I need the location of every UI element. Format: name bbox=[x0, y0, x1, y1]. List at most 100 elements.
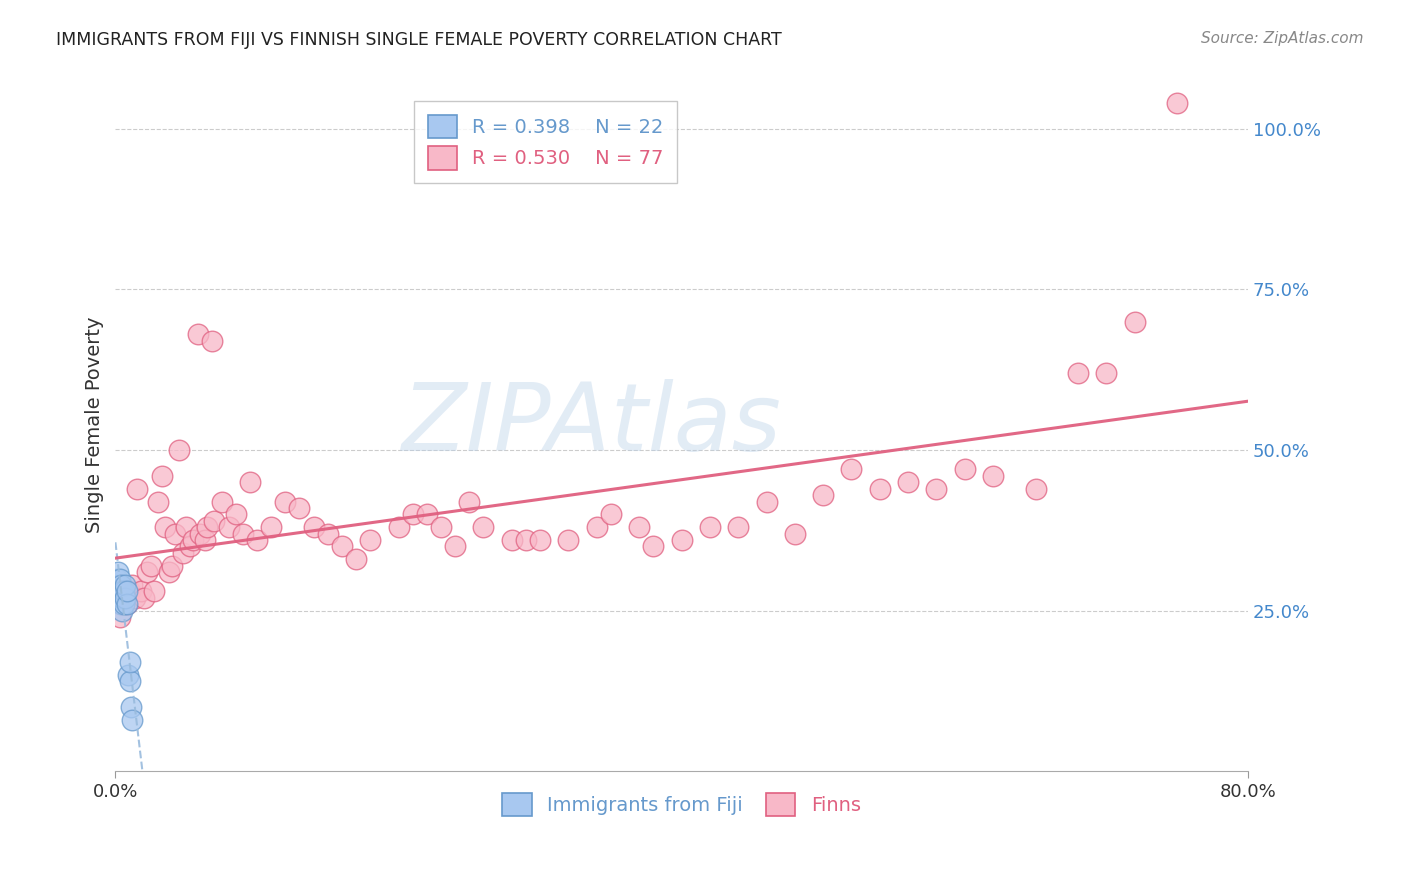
Point bbox=[114, 591, 136, 605]
Point bbox=[118, 674, 141, 689]
Point bbox=[359, 533, 381, 547]
Point bbox=[111, 604, 134, 618]
Text: ZIPAtlas: ZIPAtlas bbox=[401, 379, 780, 470]
Point bbox=[115, 597, 138, 611]
Point bbox=[115, 597, 138, 611]
Point bbox=[142, 584, 165, 599]
Point bbox=[186, 327, 208, 342]
Point bbox=[1095, 366, 1118, 380]
Point bbox=[316, 526, 339, 541]
Point bbox=[197, 520, 219, 534]
Point bbox=[111, 584, 134, 599]
Point bbox=[117, 668, 139, 682]
Point bbox=[181, 533, 204, 547]
Point bbox=[246, 533, 269, 547]
Point bbox=[1166, 96, 1188, 111]
Point bbox=[112, 584, 135, 599]
Point bbox=[201, 334, 224, 348]
Point bbox=[599, 508, 621, 522]
Point bbox=[118, 655, 141, 669]
Point bbox=[783, 526, 806, 541]
Point bbox=[204, 514, 226, 528]
Point bbox=[211, 494, 233, 508]
Point bbox=[953, 462, 976, 476]
Point bbox=[727, 520, 749, 534]
Point bbox=[515, 533, 537, 547]
Point bbox=[110, 578, 132, 592]
Point bbox=[153, 520, 176, 534]
Point bbox=[111, 597, 134, 611]
Point bbox=[416, 508, 439, 522]
Point bbox=[121, 578, 143, 592]
Point bbox=[218, 520, 240, 534]
Point bbox=[387, 520, 409, 534]
Point bbox=[110, 591, 132, 605]
Point bbox=[108, 584, 131, 599]
Point bbox=[755, 494, 778, 508]
Point bbox=[105, 572, 128, 586]
Point bbox=[430, 520, 453, 534]
Point bbox=[125, 482, 148, 496]
Point bbox=[129, 584, 152, 599]
Point bbox=[108, 610, 131, 624]
Point bbox=[239, 475, 262, 490]
Point bbox=[643, 540, 665, 554]
Point bbox=[188, 526, 211, 541]
Point bbox=[110, 597, 132, 611]
Text: IMMIGRANTS FROM FIJI VS FINNISH SINGLE FEMALE POVERTY CORRELATION CHART: IMMIGRANTS FROM FIJI VS FINNISH SINGLE F… bbox=[56, 31, 782, 49]
Point bbox=[124, 591, 146, 605]
Point bbox=[121, 713, 143, 727]
Legend: Immigrants from Fiji, Finns: Immigrants from Fiji, Finns bbox=[495, 785, 869, 824]
Point bbox=[274, 494, 297, 508]
Point bbox=[107, 565, 129, 579]
Point bbox=[160, 558, 183, 573]
Point bbox=[671, 533, 693, 547]
Point bbox=[150, 468, 173, 483]
Point bbox=[115, 584, 138, 599]
Point bbox=[135, 565, 157, 579]
Point bbox=[167, 443, 190, 458]
Point bbox=[112, 597, 135, 611]
Point bbox=[225, 508, 247, 522]
Text: Source: ZipAtlas.com: Source: ZipAtlas.com bbox=[1201, 31, 1364, 46]
Point bbox=[344, 552, 367, 566]
Point bbox=[628, 520, 651, 534]
Point bbox=[402, 508, 425, 522]
Point bbox=[330, 540, 353, 554]
Point bbox=[841, 462, 863, 476]
Point bbox=[114, 591, 136, 605]
Point bbox=[163, 526, 186, 541]
Point bbox=[260, 520, 283, 534]
Point bbox=[444, 540, 467, 554]
Point bbox=[172, 546, 194, 560]
Point bbox=[1067, 366, 1090, 380]
Point bbox=[811, 488, 834, 502]
Point bbox=[107, 578, 129, 592]
Point bbox=[232, 526, 254, 541]
Point bbox=[179, 540, 201, 554]
Point bbox=[118, 584, 141, 599]
Point bbox=[699, 520, 721, 534]
Point bbox=[146, 494, 169, 508]
Point bbox=[458, 494, 481, 508]
Point bbox=[114, 578, 136, 592]
Point bbox=[501, 533, 523, 547]
Point bbox=[585, 520, 607, 534]
Point bbox=[557, 533, 579, 547]
Point bbox=[981, 468, 1004, 483]
Point bbox=[1024, 482, 1046, 496]
Point bbox=[132, 591, 155, 605]
Point bbox=[302, 520, 325, 534]
Point bbox=[108, 572, 131, 586]
Point bbox=[157, 565, 180, 579]
Point bbox=[120, 700, 142, 714]
Point bbox=[117, 584, 139, 599]
Point bbox=[529, 533, 551, 547]
Point bbox=[925, 482, 948, 496]
Point bbox=[1123, 315, 1146, 329]
Point bbox=[897, 475, 920, 490]
Y-axis label: Single Female Poverty: Single Female Poverty bbox=[86, 316, 104, 533]
Point bbox=[288, 500, 311, 515]
Point bbox=[111, 591, 134, 605]
Point bbox=[139, 558, 162, 573]
